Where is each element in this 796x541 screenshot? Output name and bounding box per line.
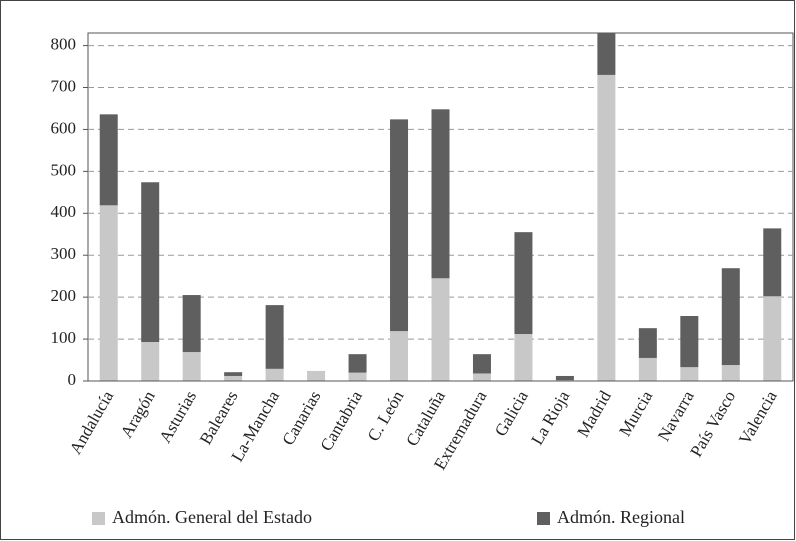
y-tick-label: 200: [51, 286, 77, 305]
legend-label: Admón. General del Estado: [112, 507, 312, 527]
bar-segment: [638, 357, 657, 381]
bar-segment: [431, 109, 450, 279]
bar-segment: [721, 365, 740, 381]
bar-segment: [99, 114, 118, 206]
y-tick-label: 0: [68, 370, 77, 389]
y-tick-label: 400: [51, 202, 77, 221]
y-tick-label: 300: [51, 244, 77, 263]
legend-label: Admón. Regional: [557, 507, 685, 527]
y-tick-label: 700: [51, 76, 77, 95]
y-tick-label: 100: [51, 328, 77, 347]
bar-segment: [307, 370, 326, 381]
bar-segment: [182, 352, 201, 381]
bar-segment: [390, 119, 409, 332]
bar-segment: [597, 33, 616, 75]
bar-segment: [514, 232, 533, 335]
legend-swatch: [92, 512, 105, 525]
y-tick-label: 500: [51, 160, 77, 179]
bar-segment: [514, 334, 533, 381]
bar-segment: [472, 373, 491, 381]
bar-segment: [182, 295, 201, 353]
bar-segment: [721, 268, 740, 366]
bar-segment: [141, 182, 160, 343]
bar-segment: [680, 316, 699, 368]
bar-segment: [763, 228, 782, 297]
legend-swatch: [537, 512, 550, 525]
bar-segment: [265, 305, 284, 369]
bar-segment: [638, 328, 657, 358]
bar-segment: [472, 354, 491, 374]
bar-segment: [597, 74, 616, 382]
bar-segment: [763, 296, 782, 381]
bar-segment: [348, 372, 367, 381]
y-tick-label: 600: [51, 118, 77, 137]
bar-segment: [224, 372, 243, 376]
bar-segment: [141, 342, 160, 381]
bar-segment: [99, 205, 118, 381]
bar-segment: [680, 367, 699, 381]
bar-segment: [431, 278, 450, 381]
bar-segment: [390, 331, 409, 381]
bar-segment: [348, 354, 367, 373]
bar-segment: [265, 368, 284, 381]
bar-segment: [555, 375, 574, 381]
y-tick-label: 800: [51, 34, 77, 53]
bar-segment: [224, 375, 243, 381]
